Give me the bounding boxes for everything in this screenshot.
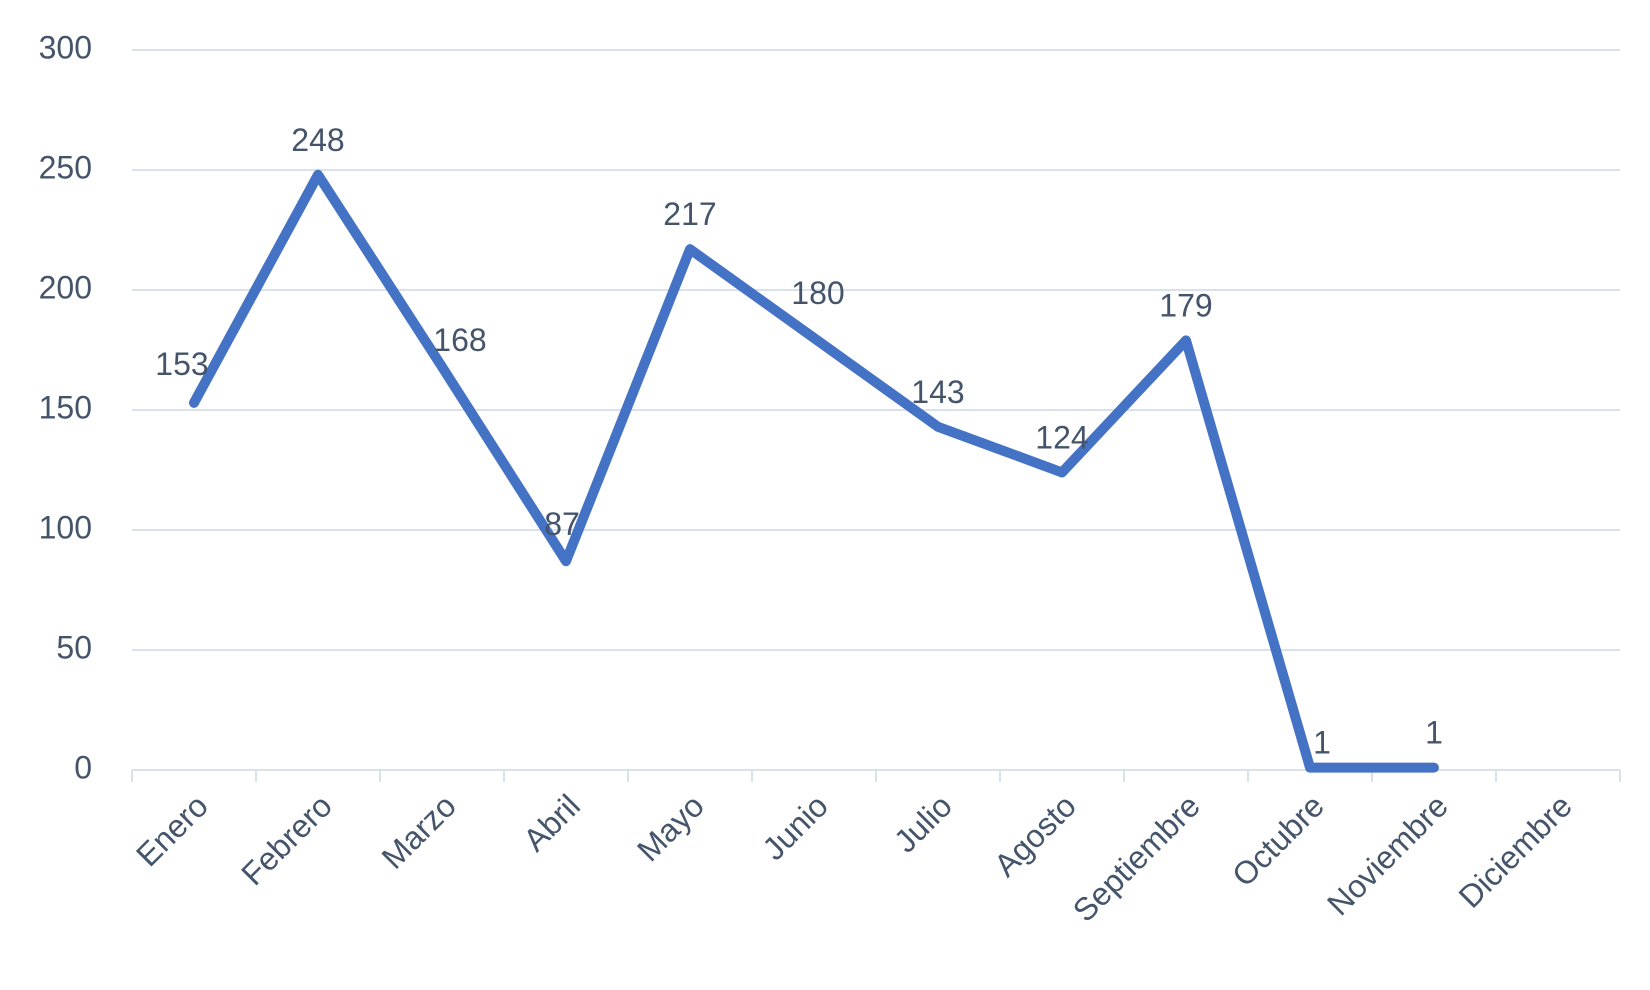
data-label: 143	[911, 374, 964, 410]
x-tick-label: Octubre	[1225, 787, 1331, 893]
x-tick-label: Agosto	[987, 787, 1083, 883]
x-tick-label: Diciembre	[1452, 787, 1579, 914]
y-tick-label: 250	[39, 149, 92, 185]
y-tick-label: 0	[74, 749, 92, 785]
x-tick-label: Septiembre	[1066, 787, 1207, 928]
data-labels: 153 248 168 87 217 180 143 124 179 1 1	[155, 122, 1443, 761]
data-label: 124	[1035, 419, 1088, 455]
grid-lines	[132, 49, 1620, 651]
y-tick-label: 100	[39, 509, 92, 545]
y-tick-label: 200	[39, 269, 92, 305]
data-label: 87	[544, 506, 580, 542]
x-tick-label: Marzo	[375, 787, 463, 875]
y-tick-label: 300	[39, 29, 92, 65]
x-tick-label: Noviembre	[1320, 787, 1455, 922]
data-label: 1	[1425, 715, 1443, 751]
series-lines	[189, 169, 1439, 773]
x-tick-label: Abril	[516, 787, 587, 858]
series-line	[189, 169, 1439, 773]
y-tick-label: 50	[56, 629, 92, 665]
x-tick-label: Junio	[755, 787, 835, 867]
y-axis-tick-labels: 0 50 100 150 200 250 300	[39, 29, 92, 785]
data-label: 179	[1159, 287, 1212, 323]
x-tick-label: Enero	[129, 787, 215, 873]
data-label: 217	[663, 196, 716, 232]
data-label: 248	[291, 122, 344, 158]
x-tick-label: Mayo	[630, 787, 711, 868]
data-label: 1	[1313, 725, 1331, 761]
y-tick-label: 150	[39, 389, 92, 425]
x-axis-tick-labels: Enero Febrero Marzo Abril Mayo Junio Julio Agos…	[129, 787, 1579, 928]
data-label: 153	[155, 346, 208, 382]
x-tick-label: Febrero	[234, 787, 339, 892]
x-tick-label: Julio	[887, 787, 959, 859]
data-label: 180	[791, 275, 844, 311]
data-label: 168	[433, 322, 486, 358]
